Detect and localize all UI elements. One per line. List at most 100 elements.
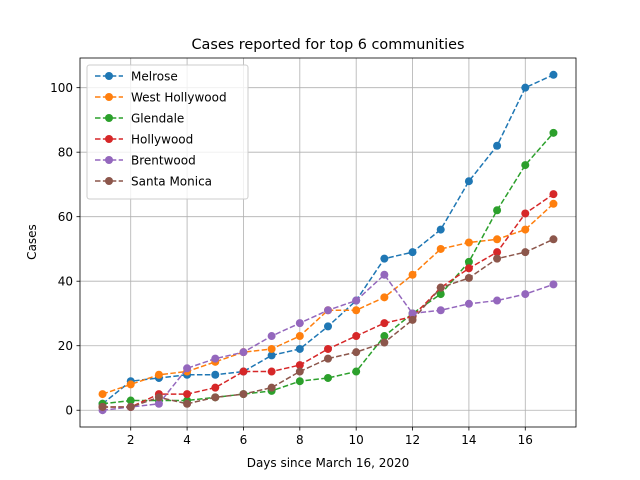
data-point [408, 270, 417, 279]
data-point [436, 225, 445, 234]
legend-item: Brentwood [95, 153, 196, 167]
legend-label: Hollywood [131, 132, 193, 146]
data-point [211, 383, 220, 392]
data-point [295, 332, 304, 341]
legend-item: Melrose [95, 69, 178, 83]
data-point [352, 367, 361, 376]
data-point [408, 248, 417, 257]
data-point [126, 396, 135, 405]
data-point [521, 209, 530, 218]
data-point [239, 390, 248, 399]
data-point [126, 403, 135, 412]
data-point [239, 367, 248, 376]
y-tick-label: 60 [58, 210, 73, 224]
data-point [267, 351, 276, 360]
legend-marker [105, 93, 113, 101]
x-tick-label: 14 [461, 433, 476, 447]
y-tick-label: 100 [50, 81, 73, 95]
data-point [352, 348, 361, 357]
data-point [521, 161, 530, 170]
legend-item: Glendale [95, 111, 184, 125]
data-point [493, 206, 502, 215]
data-point [464, 299, 473, 308]
data-point [521, 83, 530, 92]
data-point [267, 332, 276, 341]
data-point [352, 332, 361, 341]
x-tick-label: 12 [405, 433, 420, 447]
data-point [549, 128, 558, 137]
y-tick-label: 80 [58, 145, 73, 159]
data-point [211, 370, 220, 379]
data-point [324, 306, 332, 315]
data-point [295, 361, 304, 370]
data-point [464, 238, 473, 247]
y-tick-label: 20 [58, 339, 73, 353]
legend-label: Santa Monica [131, 174, 212, 188]
data-point [324, 373, 332, 382]
data-point [436, 283, 445, 292]
data-point [408, 315, 417, 324]
x-tick-label: 2 [127, 433, 135, 447]
data-point [267, 383, 276, 392]
legend-label: Brentwood [131, 153, 196, 167]
data-point [436, 306, 445, 315]
legend-marker [105, 135, 113, 143]
data-point [408, 309, 417, 318]
x-tick-label: 8 [296, 433, 304, 447]
data-point [549, 190, 558, 199]
data-point [380, 254, 389, 263]
data-point [295, 319, 304, 328]
legend-label: Melrose [131, 69, 178, 83]
x-tick-label: 6 [240, 433, 248, 447]
data-point [464, 177, 473, 186]
data-point [295, 344, 304, 353]
x-tick-label: 4 [183, 433, 191, 447]
data-point [126, 380, 135, 389]
legend-item: Santa Monica [95, 174, 212, 188]
data-point [380, 332, 389, 341]
data-point [211, 354, 220, 363]
data-point [154, 399, 163, 408]
data-point [352, 296, 361, 305]
data-point [239, 348, 248, 357]
legend-marker [105, 156, 113, 164]
data-point [267, 367, 276, 376]
data-point [464, 264, 473, 273]
legend-item: Hollywood [95, 132, 193, 146]
data-point [183, 399, 192, 408]
data-point [324, 322, 332, 331]
chart-title: Cases reported for top 6 communities [191, 37, 464, 53]
data-point [493, 296, 502, 305]
data-point [549, 70, 558, 79]
data-point [521, 248, 530, 257]
legend-marker [105, 114, 113, 122]
data-point [183, 390, 192, 399]
y-axis-label: Cases [25, 224, 39, 260]
data-point [98, 390, 107, 399]
data-point [267, 344, 276, 353]
data-point [493, 141, 502, 150]
data-point [436, 290, 445, 299]
data-point [493, 248, 502, 257]
data-point [521, 290, 530, 299]
plot-frame [79, 57, 577, 428]
data-point [493, 254, 502, 263]
data-point [380, 319, 389, 328]
data-point [464, 257, 473, 266]
data-point [549, 199, 558, 208]
series-layer [98, 70, 558, 415]
data-point [380, 293, 389, 302]
legend-box [86, 64, 249, 200]
data-point [380, 338, 389, 347]
legend-marker [105, 177, 113, 185]
legend-marker [105, 72, 113, 80]
data-point [549, 235, 558, 244]
series-line [102, 132, 555, 405]
data-point [98, 403, 107, 412]
series-line [102, 238, 554, 408]
x-tick-label: 16 [518, 433, 533, 447]
data-point [549, 280, 558, 289]
data-point [154, 393, 163, 402]
y-axis: 0 20 40 60 80 100 [50, 81, 80, 418]
series-hollywood [98, 190, 558, 412]
